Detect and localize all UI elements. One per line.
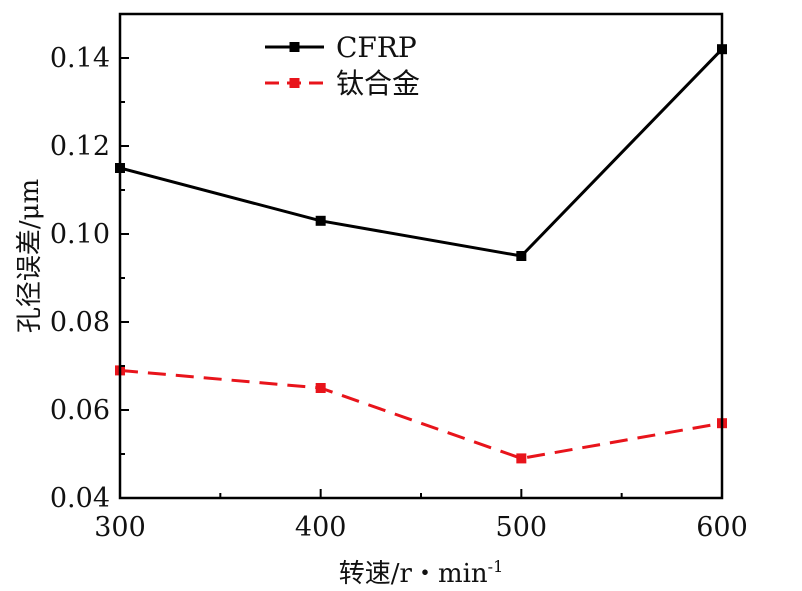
x-tick-label: 600 [696, 512, 748, 543]
x-tick-label: 300 [94, 512, 146, 543]
y-tick-label: 0.06 [50, 395, 110, 426]
series-2-marker [315, 383, 326, 393]
y-tick-label: 0.10 [50, 219, 110, 250]
x-tick-label: 500 [496, 512, 548, 543]
x-axis-title-superscript: -1 [488, 557, 504, 576]
y-axis-title: 孔径误差/μm [15, 179, 45, 333]
legend-label-1: CFRP [336, 31, 417, 64]
legend-marker-2 [289, 78, 300, 88]
axis-ticks: 0.04 0.06 0.08 0.10 0.12 0.14 300 400 500 600 [50, 43, 748, 543]
y-tick-label: 0.14 [50, 43, 110, 74]
x-axis-title-main: 转速/r・min [339, 559, 488, 589]
legend-label-2: 钛合金 [336, 67, 420, 100]
x-axis-title: 转速/r・min-1 [339, 557, 504, 589]
y-tick-label: 0.08 [50, 307, 110, 338]
y-tick-label: 0.04 [50, 483, 110, 514]
series-line-2 [119, 368, 723, 460]
series-line-1 [119, 48, 724, 258]
x-tick-label: 400 [295, 512, 347, 543]
series-1-marker [516, 251, 527, 261]
y-tick-label: 0.12 [50, 131, 110, 162]
plot-area [115, 44, 727, 464]
series-1-marker [315, 215, 326, 226]
legend-marker-1 [289, 42, 300, 52]
series-2-marker [516, 453, 527, 464]
axes-frame [118, 12, 724, 500]
